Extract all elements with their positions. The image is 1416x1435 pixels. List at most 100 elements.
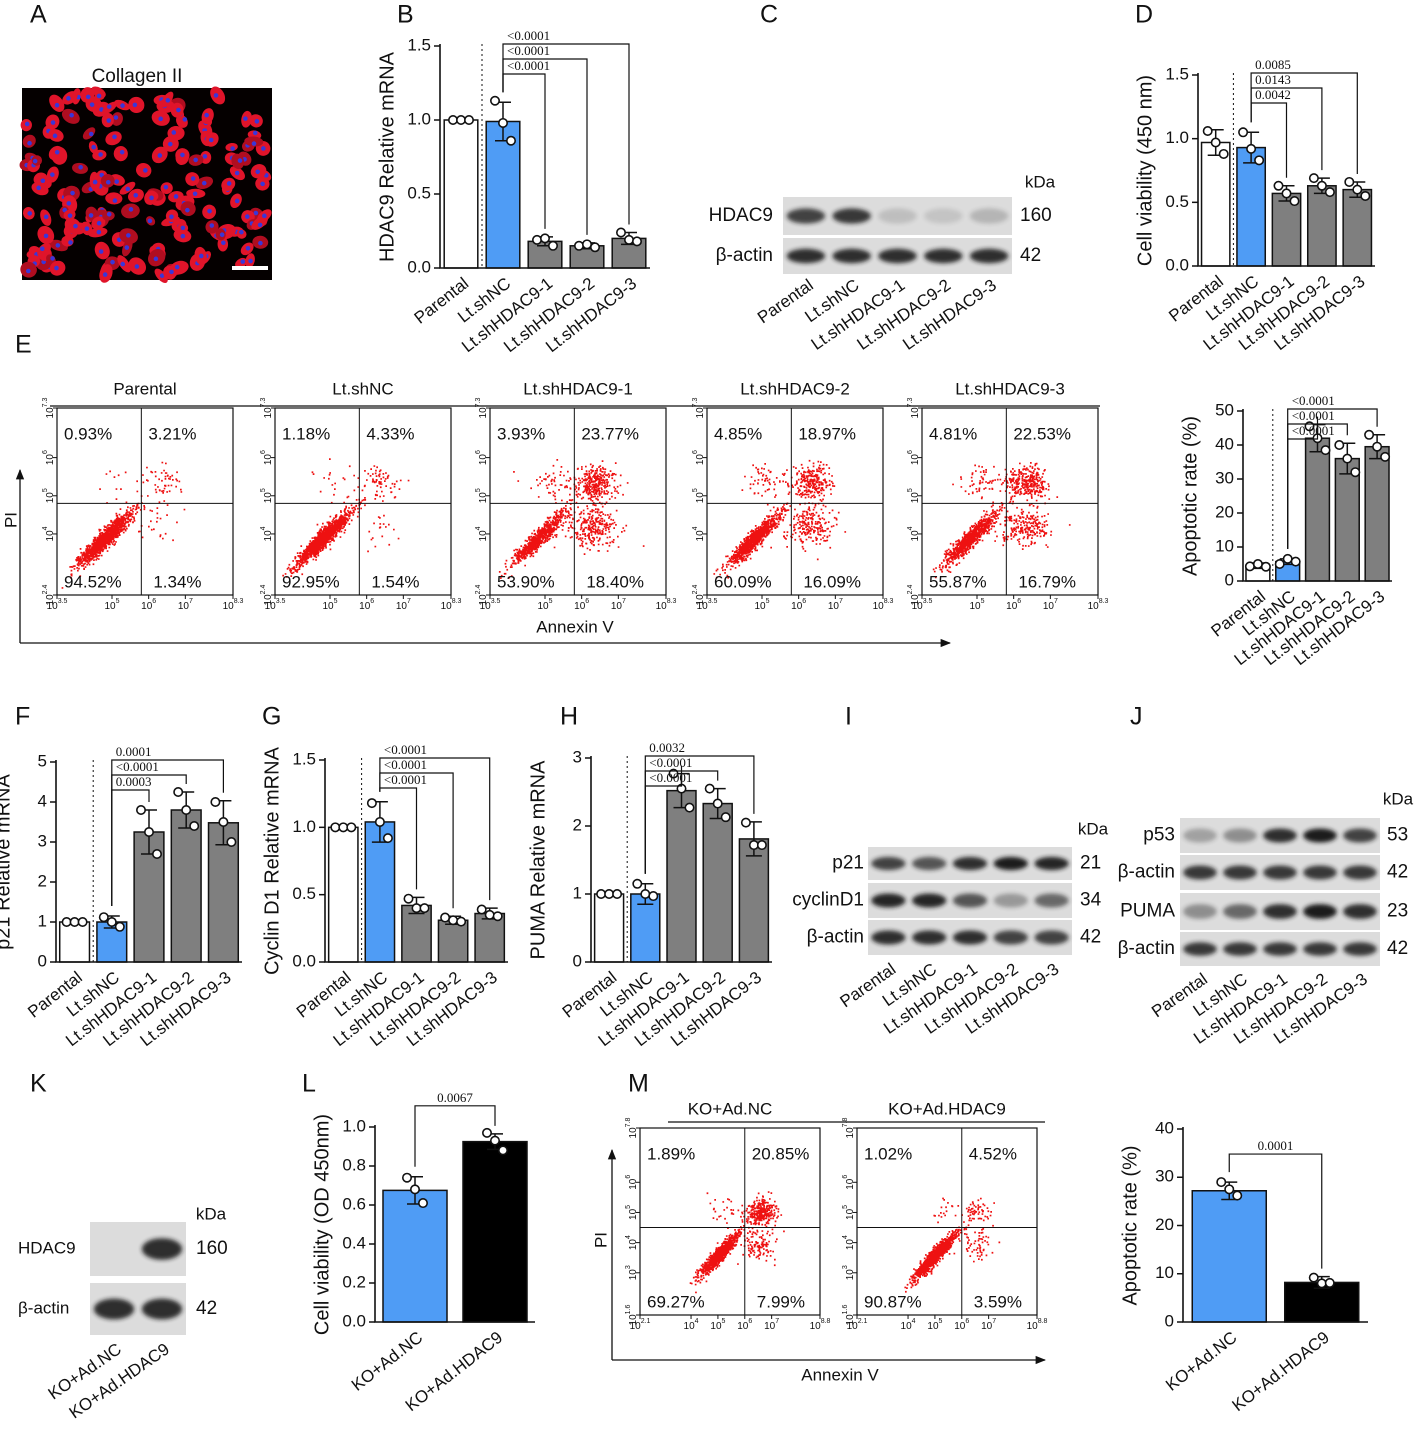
data-point — [455, 115, 466, 126]
nucleus — [112, 198, 118, 203]
nucleus — [124, 245, 130, 250]
x-tick-label: 107 — [1043, 598, 1058, 612]
nucleus — [40, 178, 46, 184]
nucleus — [204, 112, 209, 118]
data-point — [440, 912, 451, 923]
tick-base: 10 — [263, 492, 274, 504]
tick-exp: 7 — [839, 598, 843, 605]
y-tick-label: 0.4 — [342, 1233, 366, 1252]
tick-exp: 6 — [625, 1175, 632, 1179]
nucleus — [110, 259, 115, 265]
tick-base: 10 — [754, 601, 766, 612]
x-tick-label: 107 — [396, 598, 411, 612]
y-tick-label: 4 — [38, 791, 47, 810]
nucleus — [88, 131, 94, 137]
nucleus — [92, 179, 98, 185]
plot-title: Lt.shHDAC9-2 — [740, 379, 850, 398]
tick-base: 10 — [810, 1321, 822, 1332]
data-point — [1246, 143, 1257, 154]
band — [1303, 828, 1337, 843]
quadrant-label: 92.95% — [282, 572, 340, 591]
data-point — [1350, 467, 1361, 478]
tick-exp: 8.3 — [884, 598, 894, 605]
data-point — [1334, 439, 1345, 450]
tick-base: 10 — [478, 407, 489, 419]
x-tick-label: 108.3 — [873, 598, 894, 612]
kda-label: 23 — [1387, 901, 1408, 922]
plot-frame — [856, 1127, 1038, 1316]
band — [141, 1298, 183, 1320]
nucleus — [171, 130, 177, 135]
tick-exp: 5 — [907, 488, 914, 492]
nucleus — [36, 185, 41, 191]
nucleus — [165, 98, 171, 103]
nucleus — [143, 168, 148, 173]
x-tick-label: 103.5 — [480, 598, 501, 612]
nucleus — [85, 94, 91, 100]
tick-exp: 8.3 — [1099, 598, 1109, 605]
plot-frame — [706, 407, 884, 596]
nucleus — [230, 146, 235, 151]
data-point — [704, 783, 715, 794]
y-tick-label: 1.0 — [1165, 128, 1189, 147]
data-point — [69, 916, 80, 927]
y-tick-label: 1 — [38, 911, 47, 930]
nucleus — [190, 176, 196, 181]
axis — [439, 44, 650, 269]
quadrant-label: 3.21% — [148, 424, 196, 443]
p-value: <0.0001 — [384, 742, 427, 757]
nucleus — [70, 190, 75, 196]
nucleus — [176, 107, 181, 113]
tick-base: 10 — [847, 1321, 859, 1332]
nucleus — [260, 181, 265, 187]
tick-base: 10 — [178, 601, 190, 612]
x-tick-label: 105 — [754, 598, 769, 612]
events — [282, 458, 410, 578]
tick-exp: 5 — [842, 1205, 849, 1209]
tick-exp: 4 — [42, 526, 49, 530]
y-tick-label: 104 — [625, 1235, 639, 1250]
data-point — [403, 893, 414, 904]
quadrant-label: 7.99% — [757, 1292, 805, 1311]
tick-base: 10 — [265, 601, 277, 612]
data-point — [623, 234, 634, 245]
data-point — [1342, 453, 1353, 464]
tick-exp: 7 — [189, 598, 193, 605]
x-tick-label: 105 — [710, 1318, 725, 1332]
data-point — [1344, 176, 1355, 187]
kda-label: 42 — [1080, 927, 1101, 948]
band — [878, 208, 917, 224]
tick-base: 10 — [695, 530, 706, 542]
data-point — [481, 1127, 492, 1138]
plot-title: Lt.shHDAC9-3 — [955, 379, 1065, 398]
nucleus — [132, 102, 138, 108]
y-tick-label: 30 — [1215, 468, 1234, 487]
y-axis-label: Apoptotic rate (%) — [1179, 416, 1201, 576]
nucleus — [119, 149, 125, 155]
tick-exp: 3.5 — [491, 598, 501, 605]
y-tick-label: 0.0 — [292, 951, 316, 970]
nucleus — [98, 249, 104, 254]
band — [1034, 893, 1069, 908]
tick-base: 10 — [695, 594, 706, 606]
nucleus — [185, 207, 190, 213]
nucleus — [27, 140, 32, 146]
y-tick-label: 0 — [1165, 1311, 1174, 1330]
y-tick-label: 106 — [692, 450, 706, 465]
tick-base: 10 — [478, 492, 489, 504]
nucleus — [207, 208, 212, 214]
cell — [231, 153, 245, 170]
y-tick-label: 105 — [842, 1205, 856, 1220]
quadrant-label: 18.40% — [586, 572, 644, 591]
bar — [1200, 141, 1231, 267]
data-point — [374, 816, 385, 827]
tick-base: 10 — [845, 1314, 856, 1326]
nucleus — [147, 218, 153, 224]
nucleus — [248, 258, 253, 264]
bar-chart: Cell viability (OD 450nm) 0.0 0.2 0.4 0.6 0.8… — [311, 1090, 535, 1415]
y-axis-label: p21 Relative mRNA — [0, 774, 14, 950]
y-axis-label: PI — [1, 512, 20, 528]
data-point — [98, 912, 109, 923]
tick-base: 10 — [737, 1321, 749, 1332]
